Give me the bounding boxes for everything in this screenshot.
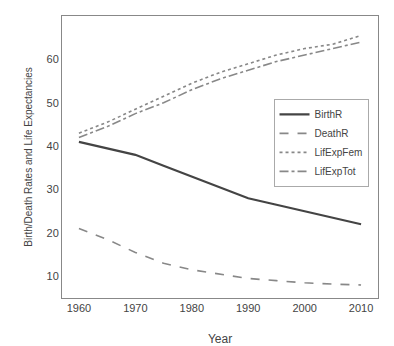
svg-text:Birth/Death Rates and Life Exp: Birth/Death Rates and Life Expectancies bbox=[23, 67, 34, 247]
svg-text:50: 50 bbox=[47, 97, 59, 109]
svg-text:DeathR: DeathR bbox=[315, 128, 349, 139]
svg-text:30: 30 bbox=[47, 183, 59, 195]
svg-text:BirthR: BirthR bbox=[315, 109, 343, 120]
svg-text:1990: 1990 bbox=[236, 302, 260, 314]
svg-text:2000: 2000 bbox=[292, 302, 316, 314]
svg-text:1980: 1980 bbox=[180, 302, 204, 314]
svg-text:10: 10 bbox=[47, 270, 59, 282]
svg-text:Year: Year bbox=[208, 332, 232, 346]
svg-text:40: 40 bbox=[47, 140, 59, 152]
svg-text:20: 20 bbox=[47, 227, 59, 239]
svg-text:1970: 1970 bbox=[123, 302, 147, 314]
svg-text:LifExpFem: LifExpFem bbox=[315, 147, 363, 158]
svg-text:60: 60 bbox=[47, 53, 59, 65]
svg-text:2010: 2010 bbox=[349, 302, 373, 314]
svg-text:1960: 1960 bbox=[67, 302, 91, 314]
svg-text:LifExpTot: LifExpTot bbox=[315, 166, 356, 177]
